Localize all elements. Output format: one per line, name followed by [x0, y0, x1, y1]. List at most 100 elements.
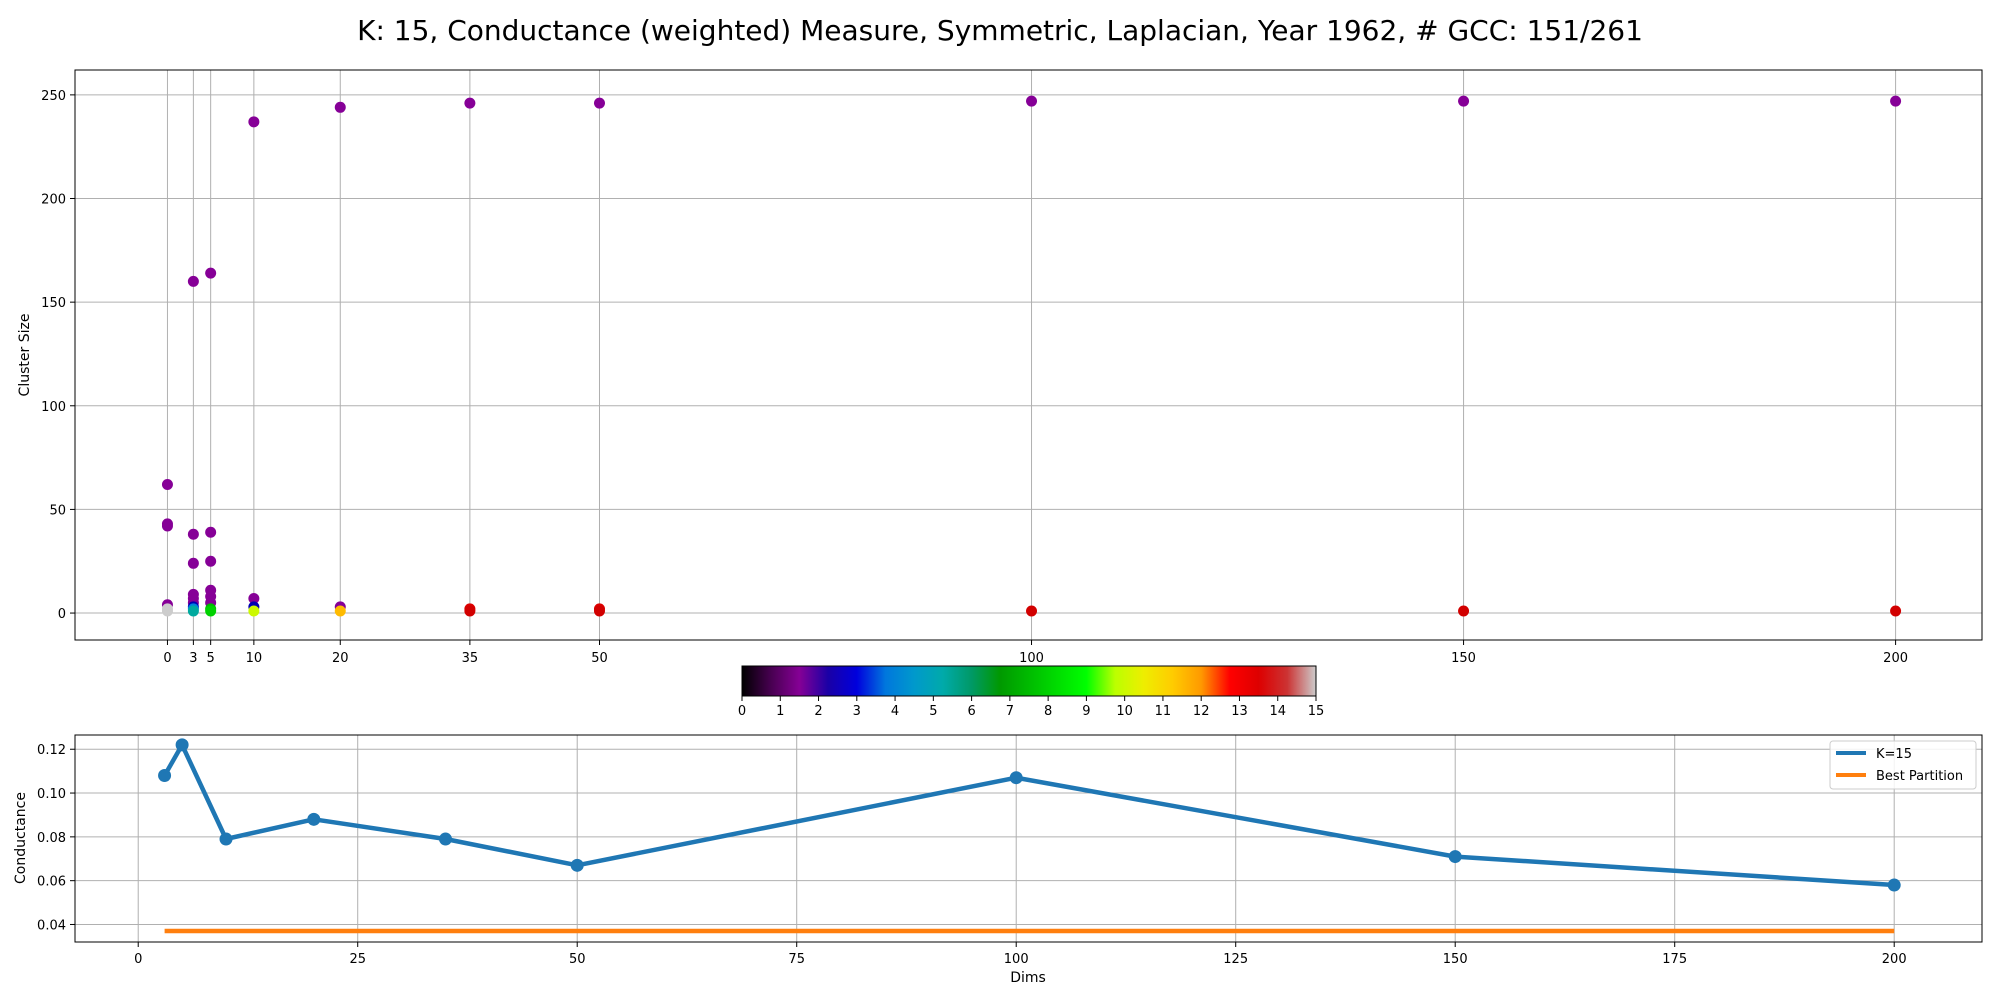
legend-label-best-partition: Best Partition [1876, 769, 1963, 784]
cluster-point [334, 605, 346, 617]
bottom-y-tick-label: 0.08 [37, 831, 66, 846]
top-y-axis-label: Cluster Size [17, 314, 33, 397]
colorbar-tick-label: 8 [1044, 704, 1052, 719]
series-point [158, 769, 172, 783]
colorbar-tick-label: 7 [1006, 704, 1014, 719]
colorbar-tick-label: 1 [776, 704, 784, 719]
bottom-x-axis-label: Dims [1010, 970, 1046, 986]
colorbar-tick-label: 12 [1193, 704, 1210, 719]
bottom-x-tick-label: 150 [1443, 952, 1468, 967]
top-y-tick-label: 50 [49, 503, 66, 518]
cluster-point [1458, 605, 1470, 617]
cluster-point [334, 101, 346, 113]
bottom-x-tick-label: 75 [788, 952, 805, 967]
cluster-point [205, 267, 217, 279]
bottom-y-axis-label: Conductance [13, 792, 29, 884]
cluster-point [1458, 95, 1470, 107]
top-x-tick-label: 10 [246, 651, 263, 666]
legend: K=15 Best Partition [1829, 740, 1977, 790]
cluster-point [248, 605, 260, 617]
cluster-point [593, 605, 605, 617]
top-y-tick-label: 150 [41, 296, 66, 311]
cluster-point [187, 557, 199, 569]
top-x-tick-label: 150 [1451, 651, 1476, 666]
cluster-point [1026, 605, 1038, 617]
colorbar-tick-label: 13 [1231, 704, 1248, 719]
colorbar-tick-label: 10 [1116, 704, 1133, 719]
colorbar-tick-label: 6 [967, 704, 975, 719]
bottom-frame [74, 734, 1983, 943]
top-frame [74, 69, 1983, 641]
cluster-point [161, 605, 173, 617]
colorbar-tick-label: 0 [738, 704, 746, 719]
bottom-x-tick-label: 100 [1004, 952, 1029, 967]
series-point [1448, 850, 1462, 864]
conductance-axes: 0 25 50 75 100 125 150 175 200 0.040.060.080.100… [13, 734, 1983, 986]
bottom-x-tick-label: 175 [1662, 952, 1687, 967]
colorbar-ticks: 0 1 2 3 4 5 6 7 8 9 10 11 12 13 14 15 [738, 696, 1324, 719]
series-point [307, 812, 321, 826]
cluster-point [187, 528, 199, 540]
bottom-x-tick-label: 25 [349, 952, 366, 967]
bottom-x-tick-label: 50 [569, 952, 586, 967]
colorbar-tick-label: 4 [891, 704, 899, 719]
bottom-grid [75, 735, 1982, 942]
top-x-tick-label: 50 [591, 651, 608, 666]
cluster-point [1890, 605, 1902, 617]
series-line-k15 [162, 742, 1895, 888]
colorbar-tick-label: 11 [1155, 704, 1172, 719]
cluster-point [161, 520, 173, 532]
colorbar-tick-label: 3 [853, 704, 861, 719]
cluster-size-axes: 0 3 5 10 20 35 50 100 150 200 0 50 100 150 200 250 Clu… [17, 69, 1983, 666]
colorbar-gradient [741, 665, 1317, 697]
series-point [1009, 771, 1023, 785]
cluster-point [248, 116, 260, 128]
cluster-point [161, 479, 173, 491]
legend-box [1829, 740, 1977, 790]
top-x-tick-label: 35 [462, 651, 479, 666]
cluster-point [593, 97, 605, 109]
colorbar-tick-label: 9 [1082, 704, 1090, 719]
top-y-tick-label: 250 [41, 89, 66, 104]
top-y-tick-label: 200 [41, 193, 66, 208]
top-x-tick-label: 3 [189, 651, 197, 666]
top-x-tick-label: 5 [207, 651, 215, 666]
cluster-point [205, 526, 217, 538]
top-x-tick-label: 20 [332, 651, 349, 666]
top-x-tick-label: 200 [1883, 651, 1908, 666]
chart-title: K: 15, Conductance (weighted) Measure, S… [357, 14, 1643, 47]
cluster-point [248, 593, 260, 605]
top-points [161, 95, 1902, 617]
cluster-point [205, 605, 217, 617]
bottom-x-tick-label: 125 [1223, 952, 1248, 967]
top-x-tick-label: 0 [163, 651, 171, 666]
bottom-y-tick-label: 0.04 [37, 918, 66, 933]
bottom-series [158, 738, 1901, 934]
bottom-y-ticks: 0.04 0.06 0.08 0.10 0.12 [37, 743, 75, 933]
series-point [570, 858, 584, 872]
bottom-y-tick-label: 0.12 [37, 743, 66, 758]
colorbar-tick-label: 14 [1269, 704, 1286, 719]
cluster-point [1890, 95, 1902, 107]
top-x-ticks: 0 3 5 10 20 35 50 100 150 200 [163, 640, 1908, 666]
top-y-ticks: 0 50 100 150 200 250 [41, 89, 75, 622]
top-x-tick-label: 100 [1019, 651, 1044, 666]
cluster-point [464, 97, 476, 109]
series-point [439, 832, 453, 846]
cluster-point [187, 275, 199, 287]
series-point [219, 832, 233, 846]
bottom-y-tick-label: 0.06 [37, 875, 66, 890]
cluster-point [187, 605, 199, 617]
colorbar-tick-label: 5 [929, 704, 937, 719]
top-grid [75, 70, 1982, 640]
bottom-x-ticks: 0 25 50 75 100 125 150 175 200 [134, 942, 1907, 967]
legend-label-k15: K=15 [1876, 747, 1912, 762]
bottom-x-tick-label: 0 [134, 952, 142, 967]
cluster-point [205, 555, 217, 567]
series-point [175, 738, 189, 752]
top-y-tick-label: 0 [58, 607, 66, 622]
bottom-x-tick-label: 200 [1882, 952, 1907, 967]
colorbar-tick-label: 15 [1308, 704, 1325, 719]
colorbar: 0 1 2 3 4 5 6 7 8 9 10 11 12 13 14 15 [738, 665, 1324, 719]
